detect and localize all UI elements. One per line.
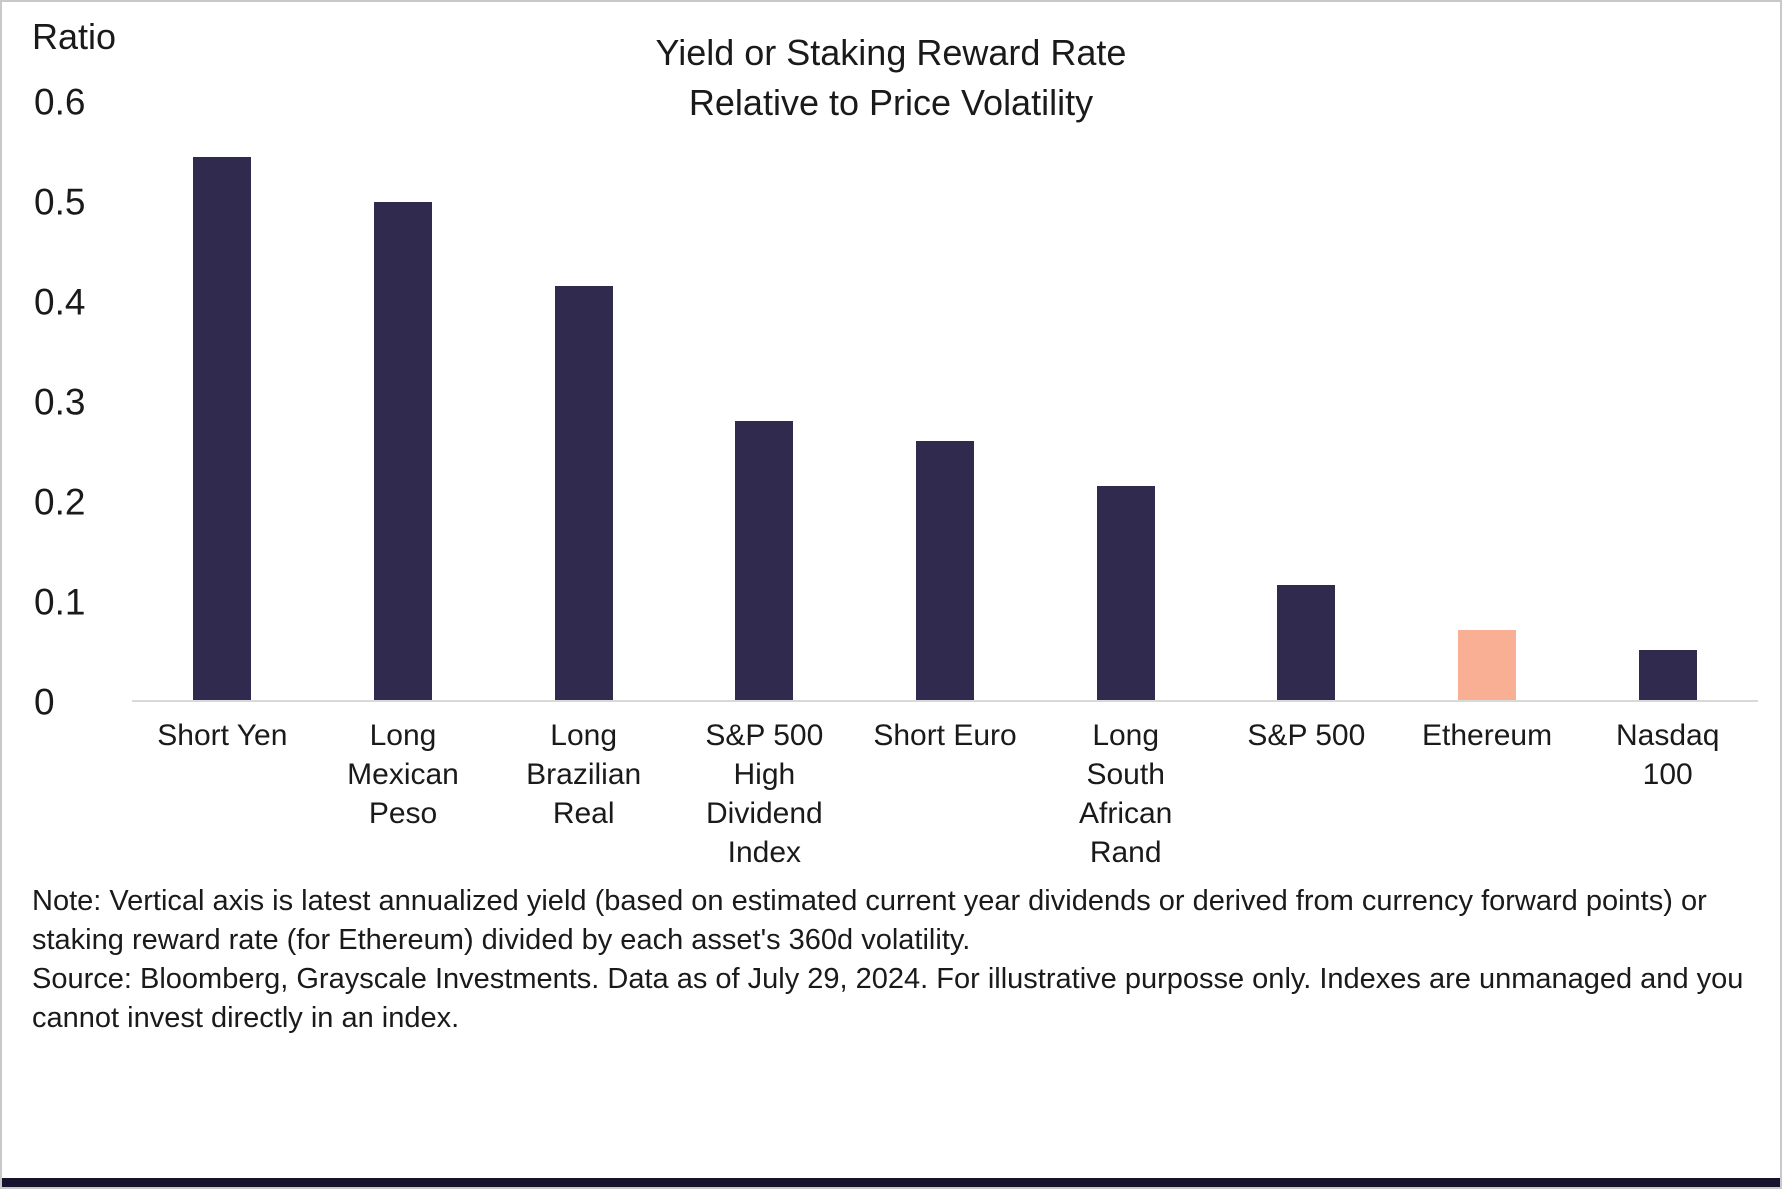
bar-short-euro bbox=[916, 440, 975, 700]
bar-long-south-african-rand bbox=[1096, 485, 1155, 700]
y-tick-label: 0.4 bbox=[34, 281, 86, 323]
footnote-source: Source: Bloomberg, Grayscale Investments… bbox=[32, 963, 1744, 1034]
y-tick-label: 0.2 bbox=[34, 481, 86, 523]
x-axis-label: Long Brazilian Real bbox=[526, 719, 642, 830]
footnote: Note: Vertical axis is latest annualized… bbox=[32, 882, 1744, 1038]
bar-column bbox=[674, 102, 855, 700]
bar-short-yen bbox=[193, 156, 252, 700]
bar-column bbox=[855, 102, 1036, 700]
bar-column bbox=[1035, 102, 1216, 700]
bar-ethereum bbox=[1458, 630, 1517, 700]
y-axis: 0 0.1 0.2 0.3 0.4 0.5 0.6 bbox=[22, 84, 132, 721]
bar-column bbox=[1216, 102, 1397, 700]
bar-long-mexican-peso bbox=[374, 201, 432, 700]
x-axis-label: Short Euro bbox=[873, 719, 1017, 752]
x-axis-label: Long South African Rand bbox=[1079, 719, 1173, 869]
y-tick-label: 0.3 bbox=[34, 381, 86, 423]
plot-area bbox=[132, 102, 1758, 702]
chart-title: Yield or Staking Reward Rate Relative to… bbox=[2, 28, 1780, 128]
x-axis-label: Ethereum bbox=[1422, 719, 1553, 752]
bar-column bbox=[493, 102, 674, 700]
bar-nasdaq-100 bbox=[1638, 650, 1697, 700]
x-axis-label: S&P 500 bbox=[1247, 719, 1366, 752]
chart-title-line1: Yield or Staking Reward Rate bbox=[655, 32, 1127, 73]
bar-s-p-500 bbox=[1277, 585, 1336, 700]
bar-long-brazilian-real bbox=[554, 286, 613, 700]
bar-column bbox=[132, 102, 313, 700]
y-tick-label: 0.1 bbox=[34, 581, 86, 623]
y-tick-label: 0 bbox=[34, 681, 55, 723]
bar-s-p-500-high-dividend-index bbox=[735, 420, 794, 700]
bottom-rule bbox=[2, 1178, 1780, 1187]
footnote-note: Note: Vertical axis is latest annualized… bbox=[32, 885, 1707, 956]
bar-column bbox=[1577, 102, 1758, 700]
x-labels: Short Yen Long Mexican Peso Long Brazilian… bbox=[132, 702, 1758, 872]
bar-column bbox=[313, 102, 494, 700]
bar-chart: 0 0.1 0.2 0.3 0.4 0.5 0.6 Short Yen Long Mexica… bbox=[22, 84, 1758, 872]
x-axis-label: Short Yen bbox=[157, 719, 288, 752]
y-tick-label: 0.5 bbox=[34, 181, 86, 223]
bar-column bbox=[1397, 102, 1578, 700]
x-axis-label: S&P 500 High Dividend Index bbox=[705, 719, 824, 869]
x-axis-label: Long Mexican Peso bbox=[347, 719, 459, 830]
x-axis-label: Nasdaq 100 bbox=[1616, 719, 1720, 791]
plot-wrap: Short Yen Long Mexican Peso Long Brazilian… bbox=[132, 102, 1758, 872]
y-axis-title: Ratio bbox=[32, 16, 117, 57]
chart-title-line2: Relative to Price Volatility bbox=[688, 82, 1094, 123]
y-tick-label: 0.6 bbox=[34, 81, 86, 123]
